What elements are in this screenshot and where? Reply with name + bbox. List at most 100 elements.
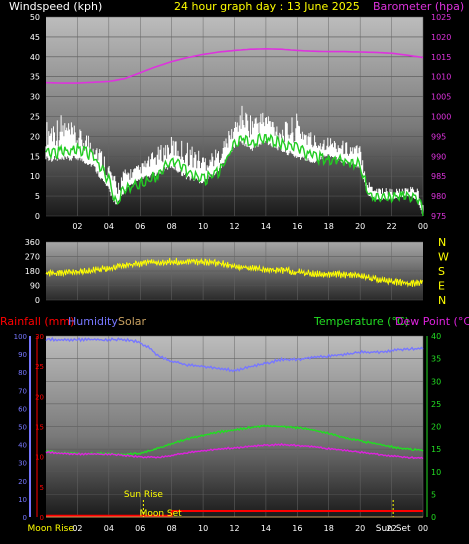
winddir-y-ticks: 0 90 180 270 360 bbox=[25, 238, 40, 305]
barometer-line bbox=[46, 47, 424, 84]
chart-title: 24 hour graph day : 13 June 2025 bbox=[174, 0, 360, 13]
windspeed-tick-label: 0 bbox=[35, 212, 40, 221]
humidity-tick-label: 50 bbox=[18, 424, 27, 432]
rainfall-tick-label: 5 bbox=[40, 484, 44, 492]
humidity-tick-label: 30 bbox=[18, 460, 27, 468]
wind-x-tick-label: 08 bbox=[167, 222, 177, 231]
wind-direction-line bbox=[45, 257, 424, 288]
temp-x-tick-label: 04 bbox=[104, 524, 114, 533]
windspeed-axis-label: Windspeed (kph) bbox=[9, 0, 102, 13]
barometer-tick-label: 1010 bbox=[431, 73, 451, 82]
temperature-tick-label: 20 bbox=[431, 423, 441, 432]
compass-label: N bbox=[438, 294, 446, 307]
winddir-tick-label: 180 bbox=[25, 267, 40, 276]
windspeed-tick-label: 45 bbox=[30, 33, 40, 42]
barometer-tick-label: 975 bbox=[431, 212, 446, 221]
windspeed-tick-label: 25 bbox=[30, 113, 40, 122]
moon-rise-label: Moon Rise bbox=[28, 524, 75, 534]
wind-x-tick-label: 10 bbox=[198, 222, 208, 231]
compass-label: N bbox=[438, 236, 446, 249]
barometer-axis-label: Barometer (hpa) bbox=[373, 0, 464, 13]
temp-humidity-panel: Rainfall (mm) Humidity Solar Temperature… bbox=[0, 315, 469, 534]
compass-label: S bbox=[438, 265, 445, 278]
temp-x-tick-label: 18 bbox=[324, 524, 334, 533]
temp-x-tick-label: 14 bbox=[261, 524, 271, 533]
temp-x-tick-label: 16 bbox=[292, 524, 302, 533]
temperature-tick-label: 35 bbox=[431, 355, 441, 364]
rainfall-axis-label: Rainfall (mm) bbox=[0, 315, 74, 328]
winddir-gridlines bbox=[46, 241, 423, 301]
humidity-line bbox=[45, 336, 424, 373]
humidity-tick-label: 80 bbox=[18, 369, 27, 377]
humidity-tick-label: 60 bbox=[18, 405, 27, 413]
sun-set-label: Sun Set bbox=[376, 524, 411, 534]
barometer-tick-label: 980 bbox=[431, 192, 446, 201]
humidity-tick-label: 90 bbox=[18, 351, 27, 359]
barometer-y-ticks: 975 980 985 990 995 1000 1005 1010 1015 1020 1025 bbox=[431, 13, 451, 221]
dewpoint-axis-label: Dew Point (°C) bbox=[395, 315, 469, 328]
barometer-tick-label: 985 bbox=[431, 172, 446, 181]
wind-x-tick-label: 00 bbox=[418, 222, 428, 231]
barometer-tick-label: 1015 bbox=[431, 53, 451, 62]
wind-x-ticks: 02 04 06 08 10 12 14 16 18 20 22 00 bbox=[72, 222, 428, 231]
winddir-tick-label: 90 bbox=[30, 282, 40, 291]
wind-x-tick-label: 14 bbox=[261, 222, 271, 231]
windspeed-tick-label: 10 bbox=[30, 172, 40, 181]
solar-axis-label: Solar bbox=[118, 315, 147, 328]
windspeed-tick-label: 50 bbox=[30, 13, 40, 22]
winddir-tick-label: 270 bbox=[25, 253, 40, 262]
rainfall-tick-label: 25 bbox=[35, 363, 44, 371]
dewpoint-line bbox=[45, 442, 424, 460]
humidity-tick-label: 0 bbox=[23, 514, 27, 522]
temp-x-tick-label: 08 bbox=[167, 524, 177, 533]
barometer-tick-label: 1000 bbox=[431, 113, 451, 122]
windspeed-tick-label: 40 bbox=[30, 53, 40, 62]
moon-set-label: Moon Set bbox=[140, 509, 183, 519]
windspeed-tick-label: 30 bbox=[30, 93, 40, 102]
wind-x-tick-label: 02 bbox=[72, 222, 82, 231]
wind-x-tick-label: 16 bbox=[292, 222, 302, 231]
temperature-tick-label: 0 bbox=[431, 513, 436, 522]
barometer-tick-label: 1025 bbox=[431, 13, 451, 22]
average-wind-line bbox=[45, 132, 424, 217]
temperature-tick-label: 5 bbox=[431, 490, 436, 499]
temp-x-tick-label: 20 bbox=[355, 524, 365, 533]
windspeed-tick-label: 20 bbox=[30, 132, 40, 141]
humidity-tick-label: 100 bbox=[14, 333, 27, 341]
windspeed-tick-label: 5 bbox=[35, 192, 40, 201]
windspeed-tick-label: 15 bbox=[30, 152, 40, 161]
temp-x-tick-label: 00 bbox=[418, 524, 428, 533]
windspeed-y-ticks: 0 5 10 15 20 25 30 35 40 45 50 bbox=[30, 13, 40, 221]
humidity-axis-label: Humidity bbox=[68, 315, 118, 328]
temp-x-tick-label: 02 bbox=[72, 524, 82, 533]
temp-x-tick-label: 22 bbox=[386, 524, 396, 533]
barometer-tick-label: 1020 bbox=[431, 33, 451, 42]
wind-x-tick-label: 18 bbox=[324, 222, 334, 231]
humidity-tick-label: 20 bbox=[18, 478, 27, 486]
barometer-tick-label: 1005 bbox=[431, 93, 451, 102]
compass-label: W bbox=[438, 251, 449, 264]
temp-x-tick-label: 12 bbox=[229, 524, 239, 533]
wind-x-tick-label: 22 bbox=[386, 222, 396, 231]
windspeed-tick-label: 35 bbox=[30, 73, 40, 82]
temp-x-ticks: 02 04 06 08 10 12 14 16 18 20 22 00 bbox=[72, 524, 428, 533]
temperature-tick-label: 30 bbox=[431, 377, 441, 386]
rainfall-tick-label: 20 bbox=[35, 393, 44, 401]
temp-x-tick-label: 10 bbox=[198, 524, 208, 533]
rainfall-tick-label: 10 bbox=[35, 454, 44, 462]
winddir-tick-label: 360 bbox=[25, 238, 40, 247]
humidity-tick-label: 10 bbox=[18, 496, 27, 504]
barometer-tick-label: 995 bbox=[431, 132, 446, 141]
wind-x-tick-label: 04 bbox=[104, 222, 114, 231]
sun-rise-label: Sun Rise bbox=[124, 490, 163, 500]
temperature-tick-label: 40 bbox=[431, 332, 441, 341]
temperature-axis-label: Temperature (°C) bbox=[313, 315, 409, 328]
rainfall-tick-label: 0 bbox=[40, 514, 44, 522]
humidity-y-ticks: 0 10 20 30 40 50 60 70 80 90 100 bbox=[14, 333, 27, 522]
rainfall-y-ticks: 0 5 10 15 20 25 30 bbox=[35, 333, 44, 522]
sun-moon-markers: Sun Rise Moon Set Moon Rise Sun Set bbox=[28, 490, 411, 534]
temperature-tick-label: 10 bbox=[431, 468, 441, 477]
